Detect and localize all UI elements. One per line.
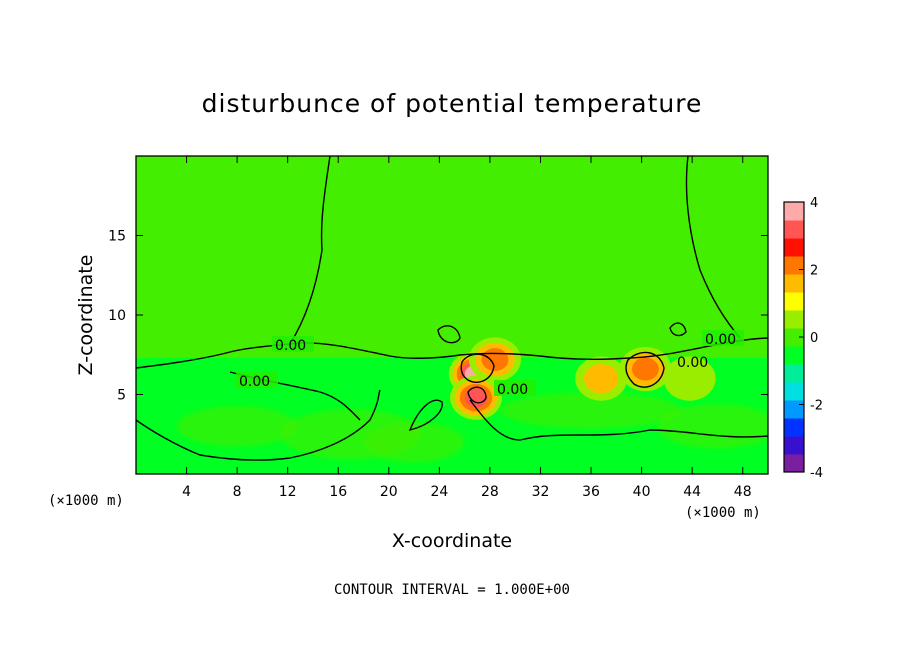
colorbar-swatch: [784, 328, 804, 347]
chart-title: disturbunce of potential temperature: [202, 89, 703, 118]
contour-hot-core-3: [467, 386, 487, 404]
zero-contour-eddy-1: [437, 325, 461, 344]
x-tick-label: 16: [329, 484, 347, 500]
colorbar-swatch: [784, 382, 804, 401]
colorbar-swatch: [784, 292, 804, 311]
contour-interval-note: CONTOUR INTERVAL = 1.000E+00: [334, 582, 570, 598]
y-tick-label: 15: [108, 229, 126, 245]
colorbar-swatch: [784, 274, 804, 293]
contour-label: 0.00: [497, 382, 528, 398]
contour-label: 0.00: [705, 332, 736, 348]
x-tick-label: 36: [582, 484, 600, 500]
x-tick-label: 44: [683, 484, 701, 500]
contour-label: 0.00: [275, 338, 306, 354]
hotspot-level: [481, 348, 509, 371]
hotspot-level: [663, 356, 716, 401]
y-axis-ticks: 5 10 15: [108, 229, 768, 404]
contour-hot-core-1: [460, 353, 495, 384]
zero-contour-lower-mid: [469, 399, 768, 441]
x-axis-ticks: 4 8 12 16 20 24 28 32 36 40 44 48: [182, 156, 752, 500]
colorbar-ticks: -4 -2 0 2 4: [799, 196, 823, 481]
colorbar-swatch: [784, 364, 804, 383]
field-patch: [364, 422, 465, 463]
colorbar-swatch: [784, 436, 804, 455]
zero-contour-eddy-3: [408, 399, 443, 432]
colorbar-swatch: [784, 346, 804, 365]
colorbar-swatch: [784, 220, 804, 239]
colorbar-swatch: [784, 202, 804, 221]
contour-hot-core-2: [625, 351, 665, 388]
x-axis-title: X-coordinate: [392, 530, 512, 552]
colorbar-swatch: [784, 238, 804, 257]
contour-label: 0.00: [239, 374, 270, 390]
y-axis-title: Z-coordinate: [75, 255, 97, 376]
hotspot-level: [583, 363, 619, 394]
x-tick-label: 48: [734, 484, 752, 500]
field-patch: [177, 406, 298, 447]
colorbar-swatch: [784, 418, 804, 437]
colorbar-tick-label: 2: [810, 264, 818, 279]
colorbar-swatch: [784, 256, 804, 275]
zero-contour-eddy-2: [669, 322, 687, 337]
zero-contour-upper-left: [289, 156, 331, 345]
colorbar-tick-label: 0: [810, 331, 818, 346]
x-unit-right: (×1000 m): [685, 505, 761, 521]
x-tick-label: 28: [481, 484, 499, 500]
hotspot-level: [631, 357, 659, 381]
x-tick-label: 24: [430, 484, 448, 500]
x-tick-label: 4: [182, 484, 191, 500]
field-patch: [657, 404, 768, 449]
colorbar-tick-label: -2: [810, 399, 823, 414]
contour-label: 0.00: [677, 355, 708, 371]
x-tick-label: 12: [279, 484, 297, 500]
colorbar-swatch: [784, 310, 804, 329]
zero-contour-upper-right: [685, 156, 741, 339]
heatmap-field: [136, 156, 768, 474]
contour-label-group: 0.00 0.00 0.00 0.00 0.00: [236, 330, 744, 398]
x-tick-label: 40: [633, 484, 651, 500]
colorbar-swatch: [784, 454, 804, 473]
x-tick-label: 20: [380, 484, 398, 500]
x-tick-label: 8: [233, 484, 242, 500]
colorbar: [784, 202, 804, 473]
field-patch: [501, 392, 682, 429]
x-unit-left: (×1000 m): [48, 493, 124, 509]
y-tick-label: 5: [117, 388, 126, 404]
colorbar-tick-label: 4: [810, 196, 818, 211]
y-tick-label: 10: [108, 308, 126, 324]
colorbar-swatch: [784, 400, 804, 419]
x-tick-label: 32: [532, 484, 550, 500]
colorbar-tick-label: -4: [810, 466, 823, 481]
zero-contour-lower-left: [136, 389, 381, 461]
